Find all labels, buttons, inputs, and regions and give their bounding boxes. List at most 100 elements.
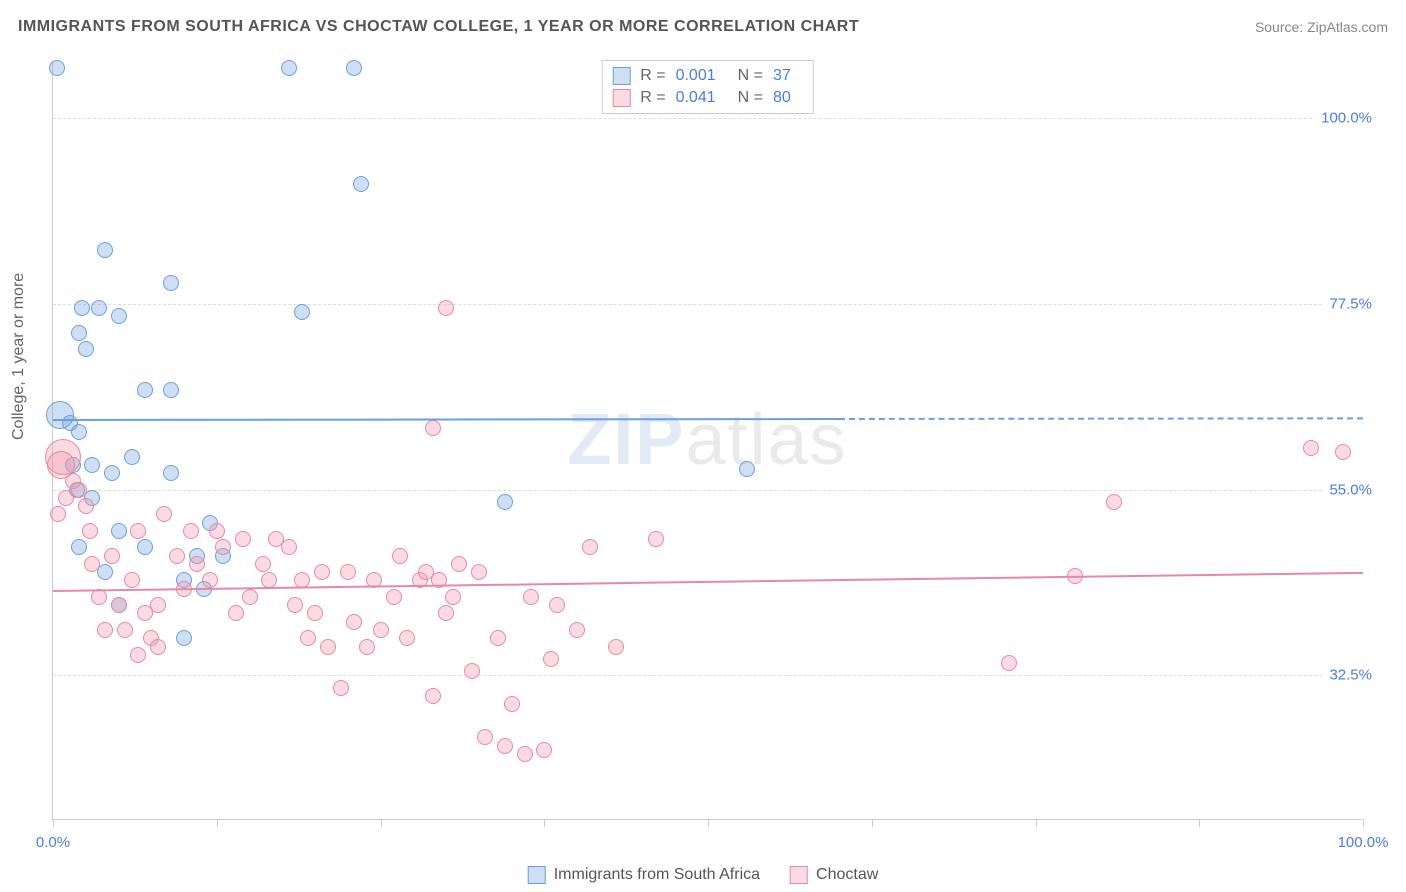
- scatter-point: [451, 556, 467, 572]
- scatter-point: [50, 506, 66, 522]
- gridline: [53, 118, 1372, 119]
- scatter-point: [124, 572, 140, 588]
- chart-plot-area: ZIPatlas 32.5%55.0%77.5%100.0%0.0%100.0%…: [52, 60, 1362, 820]
- scatter-point: [399, 630, 415, 646]
- scatter-point: [228, 605, 244, 621]
- scatter-point: [517, 746, 533, 762]
- scatter-point: [425, 688, 441, 704]
- trend-line-dashed: [839, 418, 1363, 421]
- legend-swatch-icon: [528, 866, 546, 884]
- scatter-point: [294, 304, 310, 320]
- stat-n-label: N =: [738, 89, 763, 107]
- trend-line: [53, 418, 839, 421]
- gridline: [53, 490, 1372, 491]
- scatter-point: [189, 556, 205, 572]
- scatter-point: [268, 531, 284, 547]
- scatter-point: [71, 424, 87, 440]
- scatter-point: [255, 556, 271, 572]
- scatter-point: [111, 308, 127, 324]
- scatter-point: [287, 597, 303, 613]
- x-tick: [544, 819, 545, 827]
- gridline: [53, 675, 1372, 676]
- stat-n-value: 37: [773, 67, 791, 85]
- scatter-point: [648, 531, 664, 547]
- x-tick: [708, 819, 709, 827]
- stats-row: R =0.001N =37: [612, 65, 803, 87]
- scatter-point: [464, 663, 480, 679]
- scatter-point: [150, 639, 166, 655]
- scatter-point: [215, 539, 231, 555]
- scatter-point: [392, 548, 408, 564]
- scatter-point: [74, 300, 90, 316]
- x-tick: [53, 819, 54, 827]
- chart-title: IMMIGRANTS FROM SOUTH AFRICA VS CHOCTAW …: [18, 18, 859, 36]
- scatter-point: [1001, 655, 1017, 671]
- scatter-point: [333, 680, 349, 696]
- scatter-point: [281, 60, 297, 76]
- stats-row: R =0.041N =80: [612, 87, 803, 109]
- source-label: Source: ZipAtlas.com: [1255, 19, 1388, 35]
- y-tick-label: 100.0%: [1315, 109, 1372, 126]
- scatter-point: [97, 622, 113, 638]
- scatter-point: [242, 589, 258, 605]
- scatter-point: [111, 597, 127, 613]
- scatter-point: [359, 639, 375, 655]
- legend-swatch-icon: [790, 866, 808, 884]
- scatter-point: [346, 60, 362, 76]
- scatter-point: [1335, 444, 1351, 460]
- scatter-point: [373, 622, 389, 638]
- scatter-point: [111, 523, 127, 539]
- legend-label: Immigrants from South Africa: [554, 866, 760, 884]
- scatter-point: [156, 506, 172, 522]
- scatter-point: [163, 382, 179, 398]
- scatter-point: [183, 523, 199, 539]
- scatter-point: [78, 498, 94, 514]
- scatter-point: [163, 275, 179, 291]
- scatter-point: [97, 242, 113, 258]
- scatter-point: [569, 622, 585, 638]
- scatter-point: [82, 523, 98, 539]
- legend-item-series2: Choctaw: [790, 866, 878, 884]
- stats-legend-box: R =0.001N =37R =0.041N =80: [601, 60, 814, 114]
- scatter-point: [307, 605, 323, 621]
- stat-n-value: 80: [773, 89, 791, 107]
- scatter-point: [137, 605, 153, 621]
- scatter-point: [1106, 494, 1122, 510]
- y-tick-label: 55.0%: [1323, 481, 1372, 498]
- scatter-point: [84, 556, 100, 572]
- scatter-point: [176, 630, 192, 646]
- scatter-point: [71, 325, 87, 341]
- scatter-point: [549, 597, 565, 613]
- legend-item-series1: Immigrants from South Africa: [528, 866, 760, 884]
- scatter-point: [477, 729, 493, 745]
- x-tick: [217, 819, 218, 827]
- stat-r-label: R =: [640, 89, 665, 107]
- scatter-point: [49, 60, 65, 76]
- x-tick: [872, 819, 873, 827]
- scatter-point: [47, 451, 75, 479]
- scatter-point: [438, 300, 454, 316]
- scatter-point: [137, 539, 153, 555]
- scatter-point: [1303, 440, 1319, 456]
- scatter-point: [117, 622, 133, 638]
- scatter-point: [104, 465, 120, 481]
- scatter-point: [490, 630, 506, 646]
- y-tick-label: 77.5%: [1323, 295, 1372, 312]
- scatter-point: [84, 457, 100, 473]
- gridline: [53, 304, 1372, 305]
- scatter-point: [536, 742, 552, 758]
- x-tick: [1363, 819, 1364, 827]
- scatter-point: [169, 548, 185, 564]
- scatter-point: [739, 461, 755, 477]
- scatter-point: [543, 651, 559, 667]
- scatter-point: [504, 696, 520, 712]
- scatter-point: [608, 639, 624, 655]
- watermark: ZIPatlas: [567, 399, 847, 481]
- scatter-point: [209, 523, 225, 539]
- scatter-point: [163, 465, 179, 481]
- scatter-point: [497, 494, 513, 510]
- x-tick: [381, 819, 382, 827]
- scatter-point: [340, 564, 356, 580]
- scatter-point: [58, 490, 74, 506]
- x-tick: [1036, 819, 1037, 827]
